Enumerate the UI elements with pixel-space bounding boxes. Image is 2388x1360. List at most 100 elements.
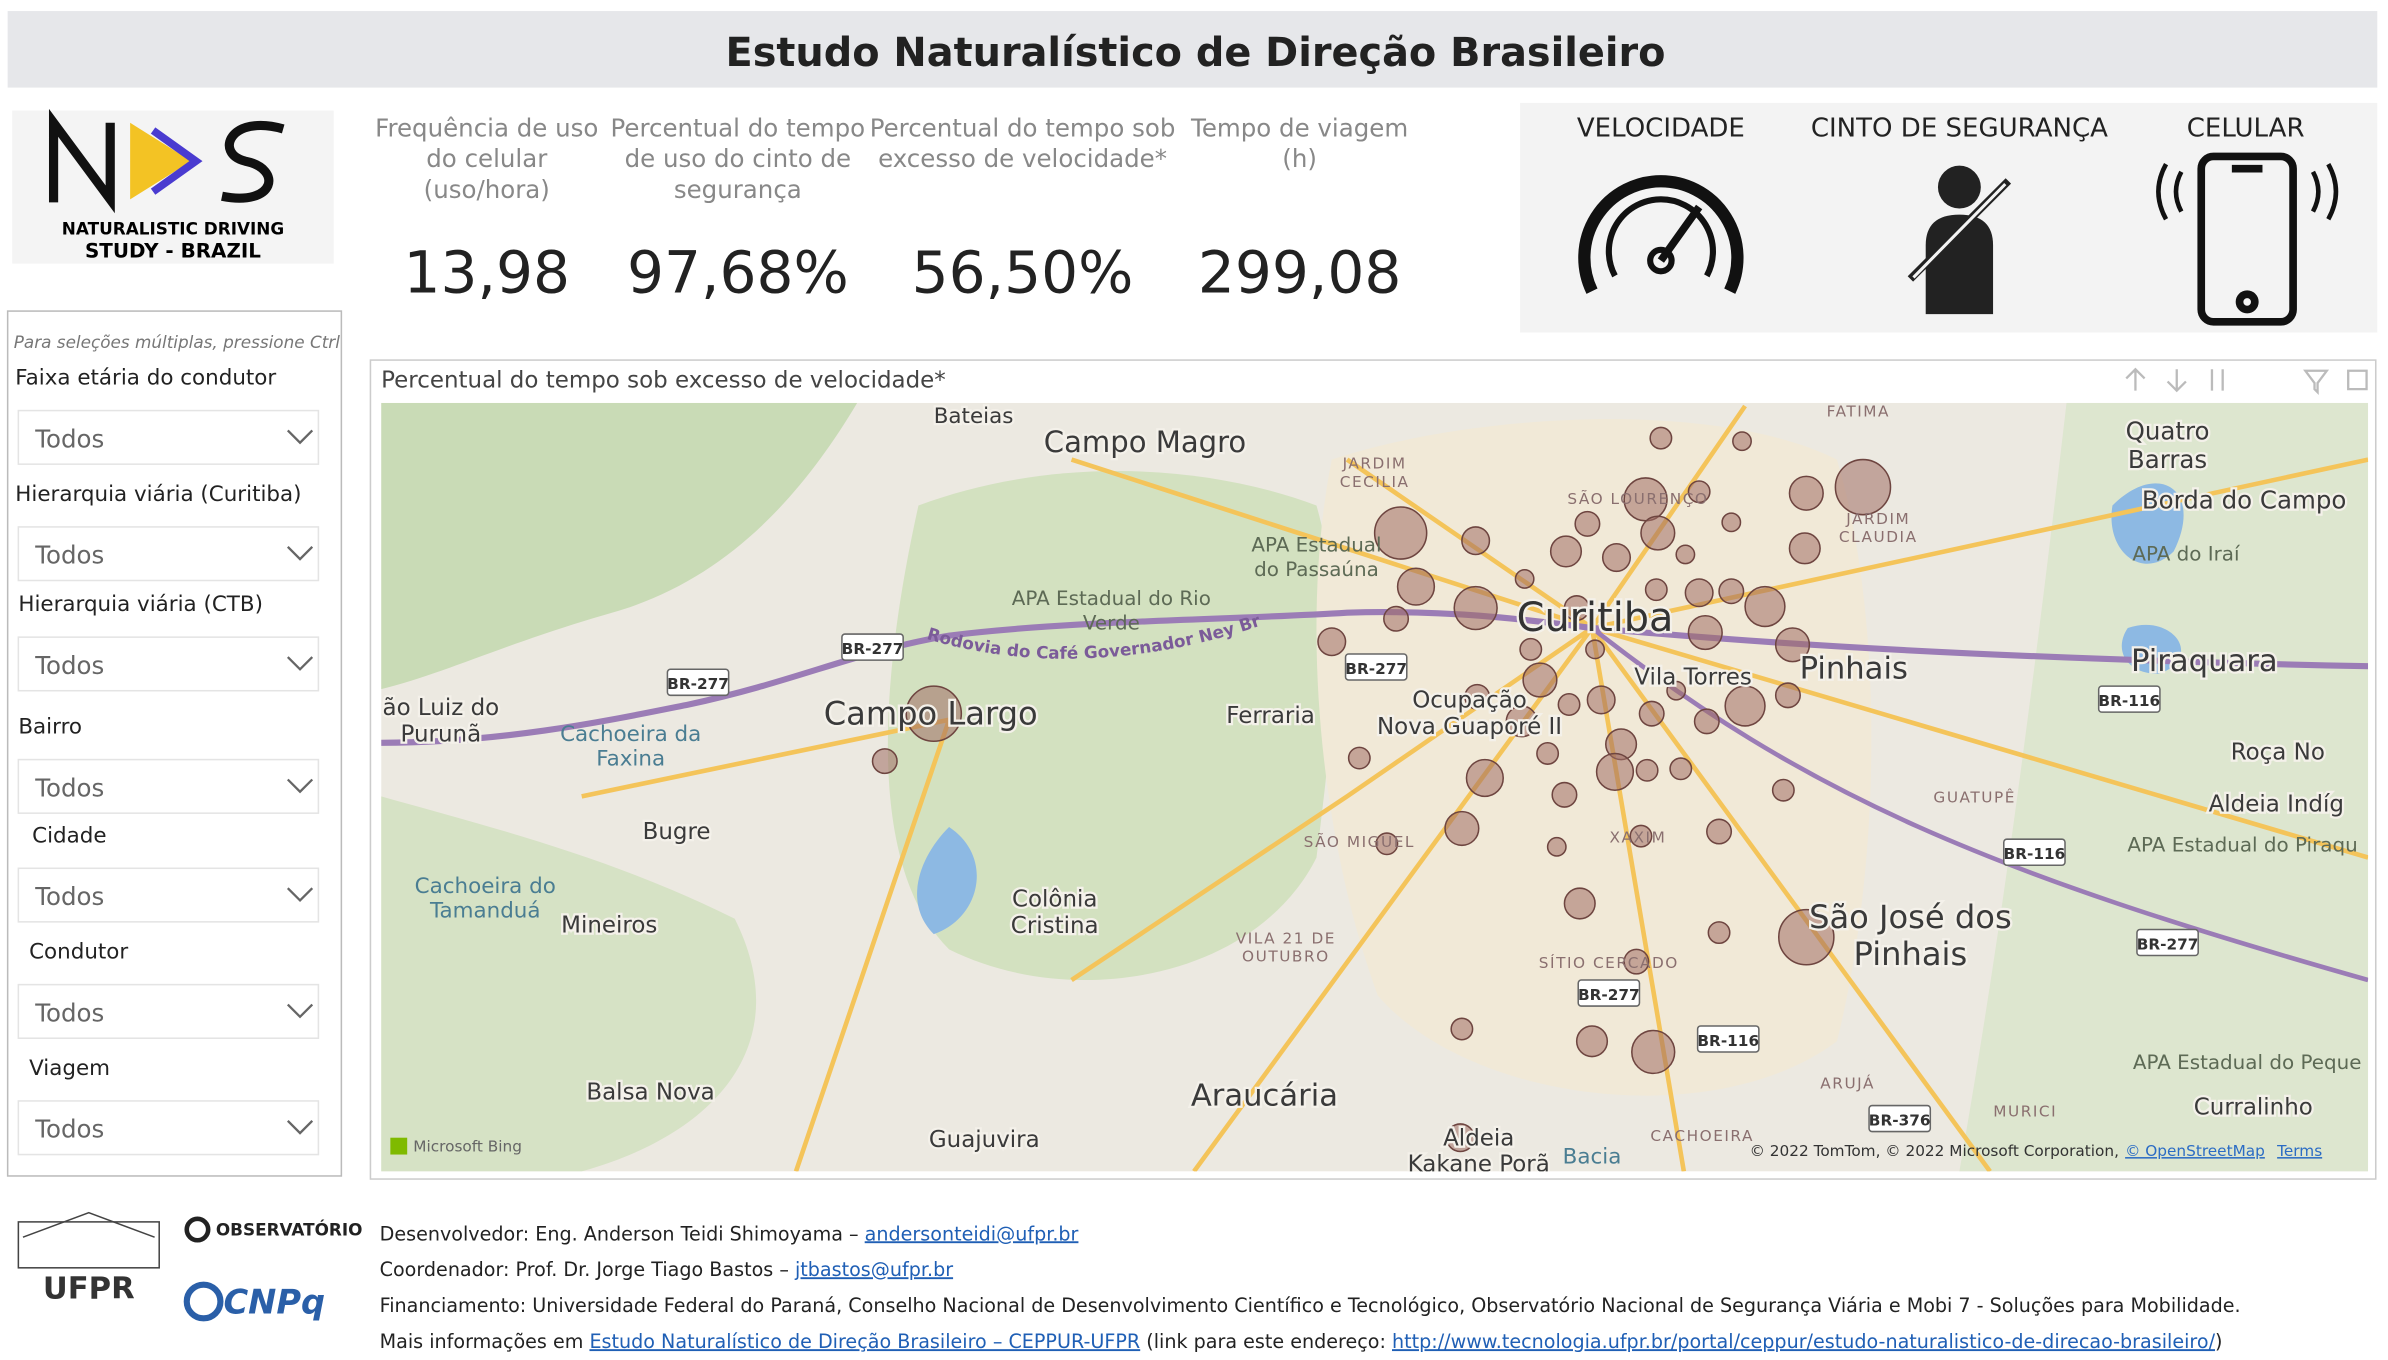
map-marker [1557,693,1581,716]
district-label: JARDIM CLAUDIA [1839,510,1918,546]
map-marker [1724,685,1766,727]
road-label: BR-116 [1697,1032,1759,1050]
place-label: Ferraria [1226,703,1314,729]
road-shield [2003,838,2066,866]
filter-label: Viagem [29,1056,110,1081]
footer-link[interactable]: andersonteidi@ufpr.br [865,1222,1079,1245]
place-label: Colônia Cristina [1011,887,1099,939]
chevron [286,1120,314,1135]
chevron [286,546,314,561]
water-label: Cachoeira do Tamanduá [415,874,556,923]
dropdown-value: Todos [34,651,104,680]
place-label: Aldeia Indíg [2209,792,2344,818]
map-marker [1834,458,1892,516]
place-label: Roça No [2231,740,2325,766]
map-marker [1623,948,1650,975]
road-shield [2136,928,2199,957]
footer-link[interactable]: Estudo Naturalístico de Direção Brasilei… [589,1330,1140,1353]
district-label: SÃO MIGUEL [1304,832,1415,851]
filter-dropdown[interactable]: Todos [17,636,320,692]
map-marker [1666,680,1687,701]
map-marker [1505,705,1538,738]
map-marker [1453,585,1498,631]
map-marker [1450,1017,1474,1041]
area-label: APA Estadual do Passaúna [1251,533,1381,580]
chevron [286,429,314,445]
map-marker [1718,578,1745,605]
place-label: Ocupação Nova Guaporé II [1377,688,1562,740]
district-label: ARUJÁ [1820,1074,1875,1093]
footer-text: Desenvolvedor: Eng. Anderson Teidi Shimo… [380,1222,865,1245]
area-label: APA Estadual do Peque [2133,1051,2362,1074]
place-label: Barras [2128,445,2207,474]
area-label: APA Estadual do Peque [2133,1051,2362,1074]
place-label: Ocupação [1412,688,1527,714]
filter-label: Hierarquia viária (Curitiba) [15,482,301,507]
district-label: SÍTIO CERCADO [1539,953,1679,972]
area-label: Verde [1083,611,1140,634]
district-label: SÃO LOURENÇO [1567,489,1708,508]
filter-dropdown[interactable]: Todos [17,526,320,582]
footer-text: Coordenador: Prof. Dr. Jorge Tiago Basto… [380,1258,795,1281]
road-label: BR-116 [2098,692,2160,710]
area-label: APA Estadual [1251,533,1381,556]
road-label: BR-277 [667,675,729,693]
map-marker [1317,627,1347,657]
kpi-label: Tempo de viagem [1190,114,1408,143]
dropdown-box [17,526,320,582]
map-marker [1383,605,1410,632]
header-bar [7,11,2378,88]
map-marker [1707,921,1731,945]
road-label: BR-116 [2004,845,2066,863]
map-marker [1536,741,1560,765]
icon-label: CELULAR [2187,114,2305,144]
place-label: Quatro [2126,417,2210,446]
partner-logos: UFPR OBSERVATÓRIO CNPq [17,1211,362,1322]
map-marker [1464,683,1491,710]
place-label: Nova Guaporé II [1377,714,1562,740]
footer-link[interactable]: http://www.tecnologia.ufpr.br/portal/cep… [1392,1330,2216,1353]
map-marker [1585,639,1606,660]
place-label: ão Luiz do Purunã [383,695,500,747]
map-marker [1732,431,1752,452]
filter-dropdown[interactable]: Todos [17,409,320,465]
map-marker [1563,887,1596,920]
area-label: APA Estadual do Rio [1012,587,1211,610]
map-marker [1649,426,1673,450]
place-label: Curitiba [1517,595,1674,641]
footer-text: (link para este endereço: [1140,1330,1392,1353]
dropdown-box [17,636,320,692]
road-shield [1577,979,1641,1007]
footer-link[interactable]: jtbastos@ufpr.br [794,1258,953,1281]
district-label: JARDIM CECILIA [1340,455,1410,491]
kpi-label: de uso do cinto de [625,144,851,173]
speedometer-icon [1578,175,1744,294]
filter-dropdown[interactable]: Todos [17,1100,320,1156]
place-label: Balsa Nova [586,1079,714,1105]
road-shield [1344,653,1408,681]
road-label: BR-277 [842,640,904,658]
kpi-label: segurança [674,175,802,204]
place-label: Borda do Campo [2142,486,2347,515]
map-marker [871,748,898,775]
place-label: Guajuvira [929,1127,1040,1153]
place-label: Piraquara [2131,644,2278,679]
filter-label: Condutor [29,940,128,965]
filter-dropdown[interactable]: Todos [17,867,320,923]
ufpr-logo: UFPR [43,1271,135,1306]
filter-dropdown[interactable]: Todos [17,758,320,814]
road-label: BR-277 [2137,935,2199,953]
water-label: Tamanduá [429,898,541,923]
district-label: VILA 21 DE OUTUBRO [1236,929,1336,965]
district-label: SÃO LOURENÇO [1567,489,1708,508]
chevron [286,1003,314,1019]
dropdown-value: Todos [34,773,104,802]
map-marker [1771,778,1795,802]
district-label: MURICI [1993,1102,2057,1120]
kpi-label: do celular [426,144,548,173]
filter-dropdown[interactable]: Todos [17,983,320,1039]
dropdown-box [17,867,320,923]
place-label: Bugre [643,819,711,845]
place-label: Quatro Barras [2126,417,2210,474]
place-label: Campo Largo [824,694,1038,732]
